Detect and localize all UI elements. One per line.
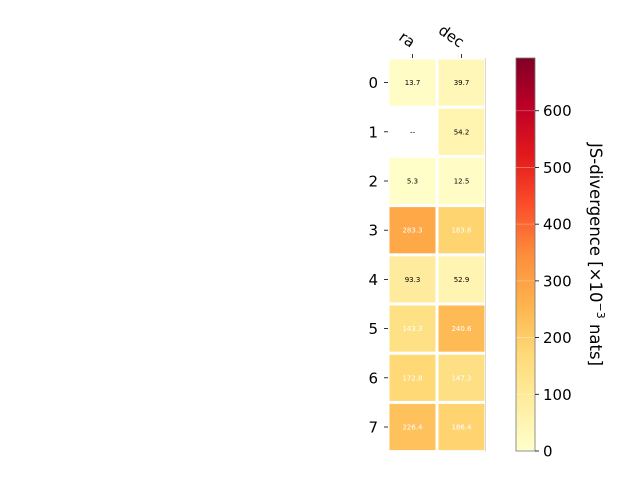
cell-value-label: 5.3 bbox=[407, 178, 418, 186]
heatmap-cell-6-ra bbox=[389, 354, 436, 401]
cell-value-label: 13.7 bbox=[405, 79, 421, 87]
cell-value-label: 143.3 bbox=[402, 325, 422, 333]
heatmap-cell-2-ra bbox=[389, 157, 436, 205]
heatmap-cell-1-ra bbox=[389, 108, 436, 155]
colorbar-tick-label: 0 bbox=[543, 443, 553, 461]
heatmap-cell-7-dec bbox=[438, 403, 485, 451]
y-tick-label-2: 2 bbox=[368, 173, 378, 191]
y-tick-label-3: 3 bbox=[368, 222, 378, 240]
colorbar-gradient bbox=[515, 57, 536, 452]
heatmap-cell-4-dec bbox=[438, 256, 485, 303]
cell-value-label: 172.8 bbox=[402, 374, 422, 382]
heatmap-cell-1-dec bbox=[438, 108, 485, 155]
heatmap-cell-2-dec bbox=[438, 157, 485, 205]
y-tick-label-4: 4 bbox=[368, 271, 378, 289]
x-tick-label-dec: dec bbox=[435, 21, 467, 51]
cell-value-label: 12.5 bbox=[454, 178, 470, 186]
colorbar-tick-label: 300 bbox=[543, 272, 572, 290]
cell-value-label: 240.6 bbox=[451, 325, 472, 333]
colorbar-tick-label: 500 bbox=[543, 159, 572, 177]
cell-value-label: 226.4 bbox=[402, 424, 423, 432]
cell-value-label: -- bbox=[410, 128, 416, 136]
heatmap-cell-3-dec bbox=[438, 207, 485, 254]
heatmap-cell-6-dec bbox=[438, 354, 485, 401]
heatmap-cell-5-ra bbox=[389, 305, 436, 352]
cell-value-label: 54.2 bbox=[454, 128, 470, 136]
heatmap-cell-3-ra bbox=[389, 207, 436, 254]
colorbar-tick-label: 200 bbox=[543, 329, 572, 347]
y-tick-label-5: 5 bbox=[368, 320, 378, 338]
heatmap-cell-0-ra bbox=[389, 59, 436, 106]
cell-value-label: 52.9 bbox=[454, 276, 470, 284]
heatmap-cell-4-ra bbox=[389, 256, 436, 303]
x-tick-label-ra: ra bbox=[396, 28, 419, 52]
cell-value-label: 186.4 bbox=[451, 424, 472, 432]
cell-value-label: 147.3 bbox=[451, 374, 471, 382]
y-tick-label-0: 0 bbox=[368, 74, 378, 92]
heatmap-cell-5-dec bbox=[438, 305, 485, 352]
y-tick-label-1: 1 bbox=[368, 123, 378, 141]
colorbar-tick-label: 600 bbox=[543, 102, 572, 120]
colorbar-tick-label: 100 bbox=[543, 386, 572, 404]
cell-value-label: 93.3 bbox=[405, 276, 421, 284]
colorbar-label: JS-divergence [×10−3 nats] bbox=[586, 142, 607, 366]
y-tick-label-6: 6 bbox=[368, 369, 378, 387]
heatmap-grid: 13.7 39.7 -- 54.2 5.3 12.5 283.3 183.6 93.3 52.9 1… bbox=[368, 21, 486, 452]
heatmap-cell-0-dec bbox=[438, 59, 485, 106]
heatmap-cell-7-ra bbox=[389, 403, 436, 451]
colorbar: 0 100 200 300 400 500 600 JS-divergence [×10−3 … bbox=[515, 57, 607, 461]
cell-value-label: 283.3 bbox=[402, 227, 422, 235]
cell-value-label: 183.6 bbox=[451, 227, 472, 235]
y-tick-label-7: 7 bbox=[368, 419, 378, 437]
cell-value-label: 39.7 bbox=[454, 79, 470, 87]
colorbar-tick-label: 400 bbox=[543, 216, 572, 234]
